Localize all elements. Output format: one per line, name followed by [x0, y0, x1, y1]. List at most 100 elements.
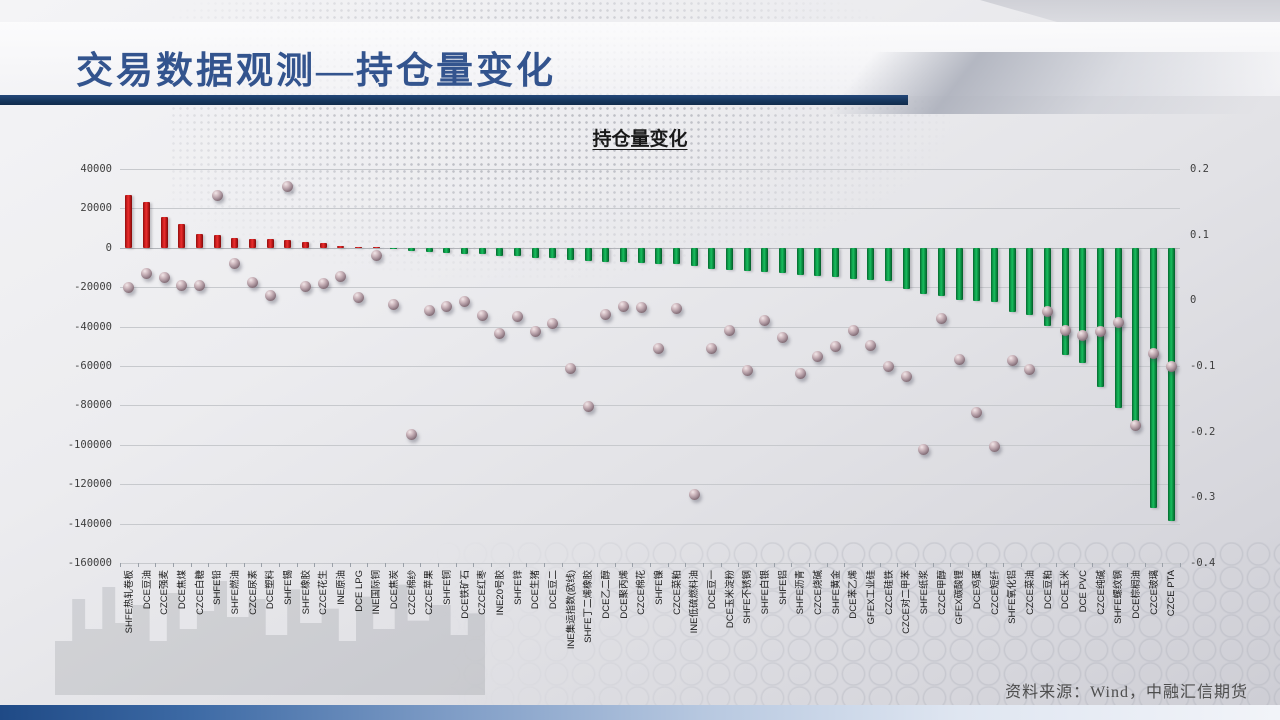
scatter-dot-DCE豆二 [547, 317, 559, 329]
y-axis-left-tick-label: 0 [105, 241, 112, 254]
scatter-dot-DCE铁矿石 [459, 296, 470, 308]
x-axis-tick [314, 563, 316, 567]
bar-SHFE铝 [779, 247, 786, 273]
x-axis-label: CZCE硅铁 [883, 570, 895, 615]
bar-CZCE菜粕 [673, 247, 680, 265]
scatter-dot-SHFE氧化铝 [1006, 355, 1018, 367]
bar-CZCE尿素 [249, 238, 256, 248]
x-axis-label: DCE LPG [353, 570, 365, 612]
scatter-dot-SHFE铝 [777, 332, 788, 344]
x-axis-label: DCE棕榈油 [1130, 570, 1142, 619]
x-axis-label: CZCE玻璃 [1148, 570, 1160, 615]
x-axis-tick [208, 563, 210, 567]
x-axis-label: GFEX碳酸锂 [954, 570, 966, 625]
x-axis-tick [226, 563, 227, 567]
y-axis-left-tick-label: -120000 [67, 478, 112, 491]
scatter-dot-SHFE橡胶 [300, 281, 311, 292]
x-axis-tick [1091, 563, 1093, 567]
scatter-dot-SHFE纸浆 [918, 443, 930, 455]
y-axis-right-tick-label: 0 [1190, 294, 1197, 307]
bar-DCE豆二 [549, 247, 557, 259]
gridline [120, 523, 1180, 525]
y-axis-left-tick-label: 40000 [80, 163, 112, 175]
x-axis-label: DCE焦煤 [176, 570, 188, 610]
x-axis-label: INE国际铜 [371, 570, 383, 615]
bar-CZCE强麦 [160, 216, 168, 248]
bar-GFEX工业硅 [867, 247, 875, 281]
scatter-dot-SHFE铅 [211, 189, 223, 201]
scatter-dot-SHFE丁二烯橡胶 [582, 401, 594, 413]
x-axis-tick [632, 563, 634, 567]
bar-DCE LPG [355, 247, 362, 248]
x-axis-label: DCE豆油 [141, 570, 153, 610]
x-axis-tick [791, 563, 793, 567]
bar-DCE生猪 [531, 247, 539, 258]
scatter-dot-SHFE白银 [759, 315, 771, 327]
bar-DCE玉米淀粉 [726, 247, 733, 270]
bar-CZCE烧碱 [814, 247, 822, 276]
bar-CZCE棉纱 [408, 247, 415, 251]
y-axis-left-tick-label: -160000 [67, 557, 112, 569]
x-axis-label: CZCE白糖 [194, 570, 206, 615]
x-axis-label: SHFE铝 [777, 570, 789, 605]
scatter-dot-CZCE PTA [1165, 360, 1177, 372]
x-axis-tick [932, 563, 934, 567]
scatter-dot-DCE PVC [1077, 330, 1089, 342]
page-title: 交易数据观测—持仓量变化 [76, 51, 556, 92]
x-axis-tick [137, 563, 139, 567]
x-axis-label: CZCE对二甲苯 [901, 570, 913, 634]
bar-SHFE铅 [213, 234, 221, 248]
gridline [120, 366, 1180, 367]
bar-DCE聚丙烯 [620, 247, 627, 263]
x-axis-tick [261, 563, 263, 567]
x-axis-tick [685, 563, 687, 567]
bar-DCE铁矿石 [461, 247, 468, 254]
scatter-dot-INE低硫燃料油 [688, 489, 700, 501]
bar-CZCE红枣 [478, 247, 486, 255]
bar-INE国际铜 [372, 247, 380, 249]
gridline [120, 169, 1180, 170]
x-axis-tick [968, 563, 969, 567]
x-axis-tick [190, 563, 192, 567]
bar-SHFE锌 [514, 247, 521, 257]
scatter-dot-DCE玉米 [1059, 325, 1071, 336]
gridline [120, 287, 1180, 289]
scatter-dot-DCE豆油 [141, 267, 152, 279]
y-axis-left-tick-label: -80000 [74, 399, 112, 412]
scatter-dot-CZCE甲醇 [936, 313, 947, 325]
bar-SHFE白银 [761, 247, 769, 273]
x-axis-tick [826, 563, 828, 567]
scatter-dot-SHFE锡 [282, 180, 294, 192]
scatter-dot-CZCE短纤 [989, 440, 1000, 452]
x-axis-label: DCE鸡蛋 [971, 570, 983, 610]
scatter-dot-SHFE黄金 [830, 340, 841, 352]
bar-CZCE短纤 [991, 247, 998, 302]
x-axis-label: INE原油 [335, 570, 347, 605]
bar-CZCE玻璃 [1150, 247, 1157, 508]
bar-DCE鸡蛋 [973, 247, 981, 301]
bar-DCE豆粕 [1044, 247, 1051, 327]
y-axis-right-tick-label: -0.2 [1190, 425, 1216, 438]
x-axis-tick [985, 563, 987, 567]
gridline [120, 484, 1180, 486]
x-axis-label: CZCE棉花 [636, 570, 648, 615]
scatter-dot-DCE玉米淀粉 [724, 325, 735, 336]
bar-INE集运指数(欧线) [567, 247, 574, 260]
scatter-dot-CZCE纯碱 [1095, 326, 1106, 338]
bar-DCE乙二醇 [602, 247, 610, 262]
bar-SHFE丁二烯橡胶 [584, 247, 592, 261]
x-axis-tick [544, 563, 545, 567]
x-axis-label: CZCE烧碱 [812, 570, 824, 615]
x-axis-label: SHFE燃油 [229, 570, 241, 615]
scatter-dot-CZCE尿素 [247, 277, 258, 289]
x-axis-tick [1021, 563, 1022, 567]
x-axis-tick [367, 563, 369, 567]
scatter-dot-DCE焦炭 [388, 298, 400, 310]
x-axis-tick [526, 563, 528, 567]
chart-title: 持仓量变化 [592, 128, 688, 150]
x-axis-label: INE低硫燃料油 [689, 570, 701, 634]
bar-DCE焦煤 [178, 224, 186, 248]
x-axis-label: SHFE氧化铝 [1007, 570, 1019, 624]
